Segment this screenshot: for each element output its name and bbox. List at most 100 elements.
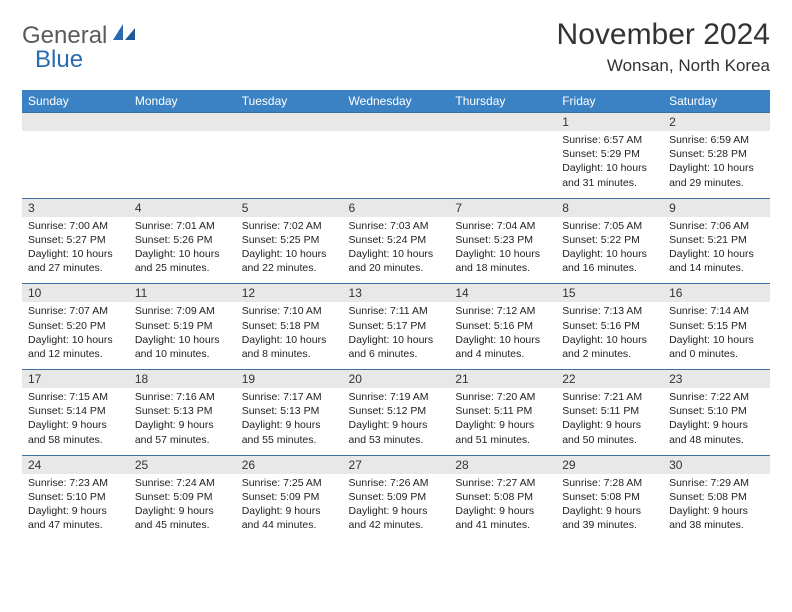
day-content-row: Sunrise: 7:23 AMSunset: 5:10 PMDaylight:… [22, 474, 770, 541]
sunrise-line: Sunrise: 7:26 AM [349, 477, 429, 489]
daylight-line: Daylight: 9 hours and 58 minutes. [28, 419, 107, 445]
day-number-cell: 22 [556, 370, 663, 389]
day-header: Wednesday [343, 90, 450, 113]
day-number-cell [22, 113, 129, 132]
day-number-cell [449, 113, 556, 132]
day-content-cell: Sunrise: 7:20 AMSunset: 5:11 PMDaylight:… [449, 388, 556, 455]
day-content-row: Sunrise: 7:00 AMSunset: 5:27 PMDaylight:… [22, 217, 770, 284]
day-content-cell: Sunrise: 7:15 AM Sunset: 5:14 PM Daylight:… [22, 388, 129, 455]
day-content-cell: Sunrise: 7:00 AMSunset: 5:27 PMDaylight:… [22, 217, 129, 284]
day-content-cell: Sunrise: 7:23 AMSunset: 5:10 PMDaylight:… [22, 474, 129, 541]
sunrise-line: Sunrise: 7:24 AM [135, 477, 215, 489]
day-header: Saturday [663, 90, 770, 113]
daylight-line: Daylight: 9 hours and 57 minutes. [135, 419, 214, 445]
day-number-cell: 13 [343, 284, 450, 303]
daylight-line: Daylight: 9 hours and 45 minutes. [135, 505, 214, 531]
sunrise-line: Sunrise: 7:23 AM [28, 477, 108, 489]
sunrise-line: Sunrise: 6:59 AM [669, 134, 749, 146]
daylight-line: Daylight: 9 hours and 41 minutes. [455, 505, 534, 531]
sunrise-line: Sunrise: 7:06 AM [669, 220, 749, 232]
daylight-line: Daylight: 9 hours and 53 minutes. [349, 419, 428, 445]
sunset-line: Sunset: 5:22 PM [562, 234, 640, 246]
calendar-page: General Blue November 2024 Wonsan, North… [0, 0, 792, 558]
sunset-line: Sunset: 5:11 PM [562, 405, 639, 417]
day-number-row: 3456789 [22, 198, 770, 217]
day-number-cell: 18 [129, 370, 236, 389]
day-header: Sunday [22, 90, 129, 113]
day-number-row: 17181920212223 [22, 370, 770, 389]
day-number-cell: 3 [22, 198, 129, 217]
day-number-cell: 14 [449, 284, 556, 303]
sunset-line: Sunset: 5:08 PM [669, 491, 747, 503]
day-content-cell: Sunrise: 7:28 AMSunset: 5:08 PMDaylight:… [556, 474, 663, 541]
sunrise-line: Sunrise: 6:57 AM [562, 134, 642, 146]
sunset-line: Sunset: 5:19 PM [135, 320, 213, 332]
day-content-cell: Sunrise: 7:05 AM Sunset: 5:22 PM Daylight:… [556, 217, 663, 284]
sunset-line: Sunset: 5:16 PM [562, 320, 640, 332]
location: Wonsan, North Korea [557, 56, 770, 76]
day-content-cell [22, 131, 129, 198]
day-content-cell: Sunrise: 7:06 AMSunset: 5:21 PMDaylight:… [663, 217, 770, 284]
daylight-line: Daylight: 10 hours and 18 minutes. [455, 248, 540, 274]
daylight-line: Daylight: 10 hours and 0 minutes. [669, 334, 754, 360]
sunset-line: Sunset: 5:25 PM [242, 234, 320, 246]
day-number-cell: 5 [236, 198, 343, 217]
sunset-line: Sunset: 5:14 PM [28, 405, 106, 417]
sunrise-line: Sunrise: 7:27 AM [455, 477, 535, 489]
sunset-line: Sunset: 5:17 PM [349, 320, 427, 332]
title-block: November 2024 Wonsan, North Korea [557, 18, 770, 76]
sunset-line: Sunset: 5:23 PM [455, 234, 533, 246]
sunset-line: Sunset: 5:13 PM [242, 405, 320, 417]
day-content-cell: Sunrise: 7:13 AMSunset: 5:16 PMDaylight:… [556, 302, 663, 369]
day-number-cell: 21 [449, 370, 556, 389]
day-content-cell: Sunrise: 7:26 AMSunset: 5:09 PMDaylight:… [343, 474, 450, 541]
sunrise-line: Sunrise: 7:17 AM [242, 391, 322, 403]
sunrise-line: Sunrise: 7:15 AM [28, 391, 108, 403]
sunset-line: Sunset: 5:13 PM [135, 405, 213, 417]
sunset-line: Sunset: 5:20 PM [28, 320, 106, 332]
daylight-line: Daylight: 10 hours and 16 minutes. [562, 248, 647, 274]
sunset-line: Sunset: 5:08 PM [455, 491, 533, 503]
daylight-line: Daylight: 10 hours and 12 minutes. [28, 334, 113, 360]
daylight-line: Daylight: 10 hours and 20 minutes. [349, 248, 434, 274]
day-content-cell: Sunrise: 7:24 AMSunset: 5:09 PMDaylight:… [129, 474, 236, 541]
day-number-cell: 8 [556, 198, 663, 217]
sunset-line: Sunset: 5:08 PM [562, 491, 640, 503]
sunset-line: Sunset: 5:15 PM [669, 320, 747, 332]
day-number-cell: 11 [129, 284, 236, 303]
daylight-line: Daylight: 9 hours and 55 minutes. [242, 419, 321, 445]
day-content-cell [449, 131, 556, 198]
daylight-line: Daylight: 10 hours and 27 minutes. [28, 248, 113, 274]
day-content-cell: Sunrise: 6:59 AMSunset: 5:28 PMDaylight:… [663, 131, 770, 198]
sunrise-line: Sunrise: 7:22 AM [669, 391, 749, 403]
sunrise-line: Sunrise: 7:05 AM [562, 220, 642, 232]
sunset-line: Sunset: 5:18 PM [242, 320, 320, 332]
sunset-line: Sunset: 5:09 PM [349, 491, 427, 503]
day-number-cell: 1 [556, 113, 663, 132]
sunrise-line: Sunrise: 7:20 AM [455, 391, 535, 403]
day-number-cell: 10 [22, 284, 129, 303]
sunrise-line: Sunrise: 7:07 AM [28, 305, 108, 317]
day-content-cell [343, 131, 450, 198]
sunset-line: Sunset: 5:09 PM [242, 491, 320, 503]
sunrise-line: Sunrise: 7:03 AM [349, 220, 429, 232]
sunrise-line: Sunrise: 7:19 AM [349, 391, 429, 403]
daylight-line: Daylight: 10 hours and 25 minutes. [135, 248, 220, 274]
day-header: Thursday [449, 90, 556, 113]
logo-text-general: General [22, 22, 107, 49]
day-number-cell [236, 113, 343, 132]
day-number-cell: 20 [343, 370, 450, 389]
day-content-cell: Sunrise: 7:07 AM Sunset: 5:20 PM Daylight:… [22, 302, 129, 369]
daylight-line: Daylight: 9 hours and 47 minutes. [28, 505, 107, 531]
day-content-cell: Sunrise: 7:11 AMSunset: 5:17 PMDaylight:… [343, 302, 450, 369]
sunrise-line: Sunrise: 7:11 AM [349, 305, 428, 317]
sunset-line: Sunset: 5:12 PM [349, 405, 427, 417]
daylight-line: Daylight: 9 hours and 50 minutes. [562, 419, 641, 445]
day-number-cell: 19 [236, 370, 343, 389]
sunrise-line: Sunrise: 7:21 AM [562, 391, 642, 403]
day-content-row: Sunrise: 7:07 AM Sunset: 5:20 PM Daylight:… [22, 302, 770, 369]
day-number-cell: 6 [343, 198, 450, 217]
daylight-line: Daylight: 10 hours and 2 minutes. [562, 334, 647, 360]
sunrise-line: Sunrise: 7:02 AM [242, 220, 322, 232]
day-number-cell: 2 [663, 113, 770, 132]
